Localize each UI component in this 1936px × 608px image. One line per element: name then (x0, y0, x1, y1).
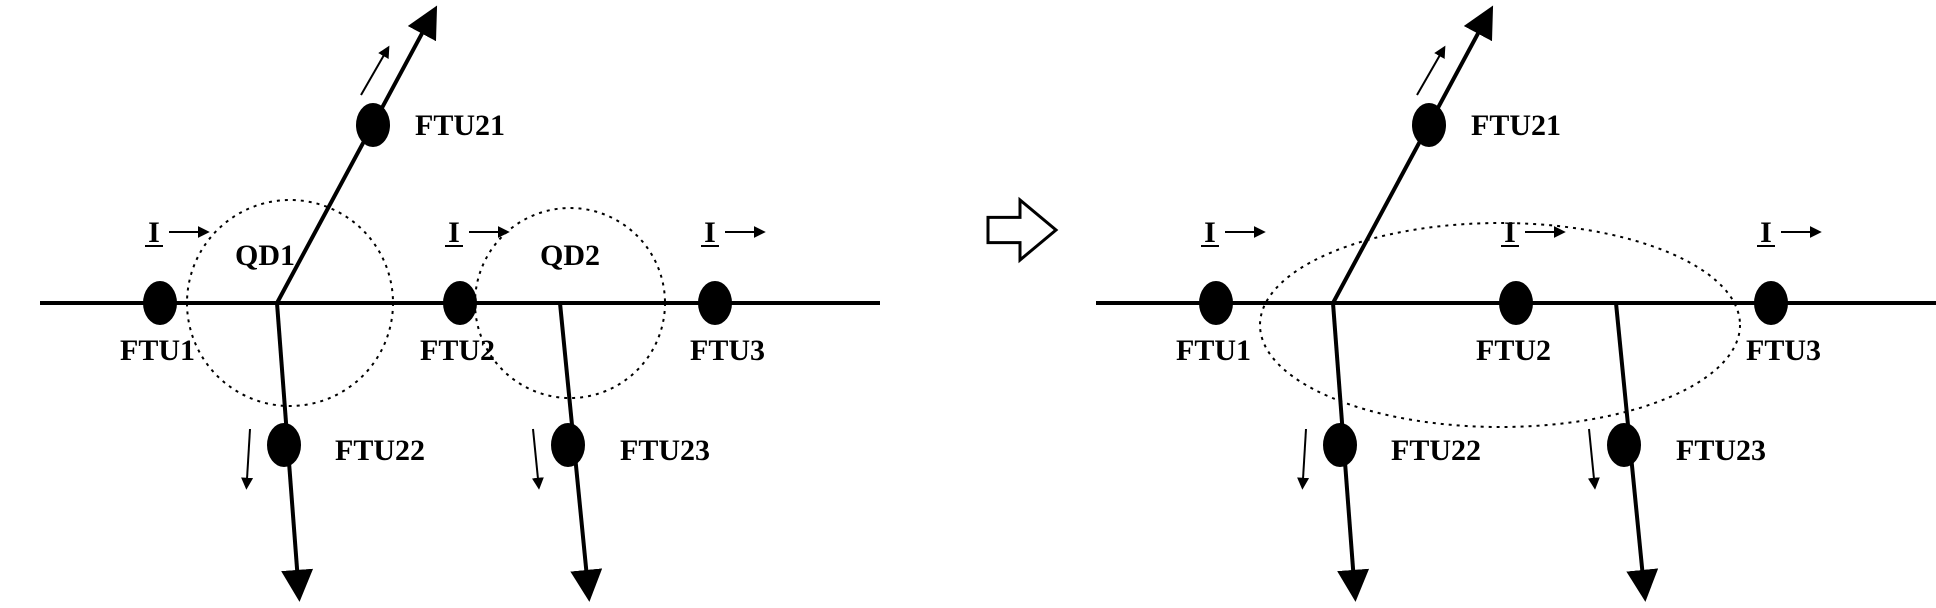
right-node-2 (1754, 281, 1788, 325)
left-I2-I-label: I (704, 216, 716, 249)
left-node-0 (143, 281, 177, 325)
left-dir-arrow-0 (361, 55, 384, 95)
left-node-label-5: FTU23 (620, 434, 710, 467)
left-node-5 (551, 423, 585, 467)
right-node-5 (1607, 423, 1641, 467)
transform-arrow (988, 200, 1056, 260)
left-node-label-0: FTU1 (120, 334, 195, 367)
right-dir-arrow-2 (1589, 429, 1594, 479)
right-node-label-3: FTU21 (1471, 109, 1561, 142)
right-node-label-4: FTU22 (1391, 434, 1481, 467)
left-node-2 (698, 281, 732, 325)
right-I2-I-label: I (1760, 216, 1772, 249)
left-node-label-2: FTU3 (690, 334, 765, 367)
left-node-4 (267, 423, 301, 467)
left-branch-21 (277, 31, 423, 303)
right-node-label-1: FTU2 (1476, 334, 1551, 367)
diagram-canvas: QD1 QD2 FTU1 FTU2 FTU3 FTU21 FTU22 FTU23 I I I FTU1… (0, 0, 1936, 608)
left-node-1 (443, 281, 477, 325)
left-node-label-1: FTU2 (420, 334, 495, 367)
left-node-3 (356, 103, 390, 147)
left-region-label-1: QD2 (540, 239, 600, 272)
right-dir-arrow-1 (1303, 429, 1306, 479)
right-dir-arrow-0 (1417, 55, 1440, 95)
right-node-3 (1412, 103, 1446, 147)
left-dir-arrow-2 (533, 429, 538, 479)
left-I1-I-label: I (448, 216, 460, 249)
right-node-4 (1323, 423, 1357, 467)
right-I1-I-label: I (1504, 216, 1516, 249)
right-node-label-2: FTU3 (1746, 334, 1821, 367)
left-I0-I-label: I (148, 216, 160, 249)
right-I0-I-label: I (1204, 216, 1216, 249)
left-dir-arrow-1 (247, 429, 250, 479)
left-node-label-3: FTU21 (415, 109, 505, 142)
left-region-label-0: QD1 (235, 239, 295, 272)
right-branch-21 (1333, 31, 1479, 303)
right-node-label-0: FTU1 (1176, 334, 1251, 367)
right-node-1 (1499, 281, 1533, 325)
right-node-label-5: FTU23 (1676, 434, 1766, 467)
right-merged-region (1260, 223, 1740, 427)
left-node-label-4: FTU22 (335, 434, 425, 467)
right-node-0 (1199, 281, 1233, 325)
